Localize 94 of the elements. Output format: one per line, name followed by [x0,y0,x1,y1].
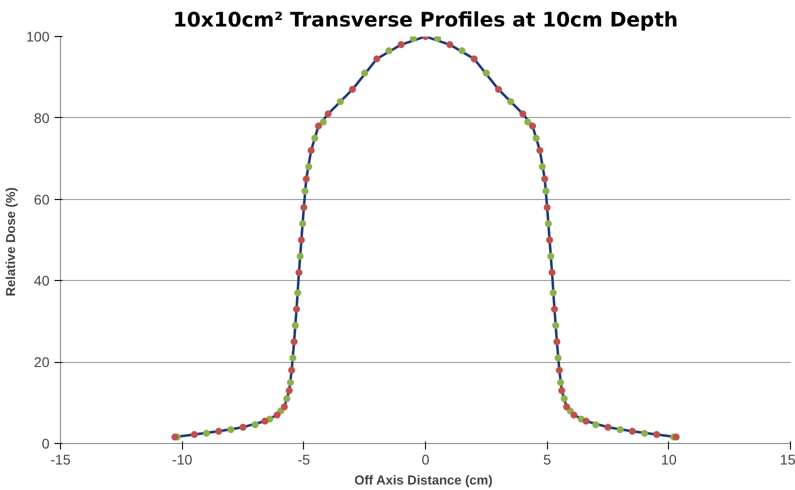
x-tick-label: 0 [422,452,430,468]
point [305,163,312,170]
point [556,366,563,374]
y-tick-label: 20 [34,354,50,370]
point [542,188,550,195]
point [190,431,198,438]
point [274,412,281,419]
point [398,41,405,48]
point [203,430,210,437]
point [560,395,568,402]
point [548,269,556,276]
point [288,366,296,374]
point [544,220,552,228]
point [314,122,322,130]
point [293,306,300,313]
y-tick-label: 0 [42,436,50,452]
point [320,118,327,126]
point [570,412,578,419]
point [300,204,308,211]
point [532,134,540,142]
point [541,175,548,182]
y-tick-label: 60 [34,191,50,208]
point [519,110,526,118]
point [495,86,502,93]
point [628,428,636,435]
point [240,424,246,431]
point [349,86,356,93]
point [544,204,551,211]
point [616,426,624,434]
point [215,428,222,435]
point [529,122,536,130]
point [336,98,344,106]
point [547,252,554,260]
point [482,70,490,77]
x-tick-label: -10 [172,452,192,468]
point [298,236,305,244]
point [553,338,560,346]
point [295,269,302,276]
point [289,354,296,362]
point [283,395,290,402]
x-tick-label: 5 [543,452,552,468]
point [361,70,368,77]
point [582,418,590,425]
point [546,236,554,244]
point [592,421,600,428]
point [446,41,454,48]
point [558,387,566,394]
x-axis-title: Off Axis Distance (cm) [354,472,493,488]
point [292,322,299,329]
point [563,403,570,410]
point [227,426,234,434]
point [296,252,304,260]
point [550,306,558,313]
x-tick-label: 15 [780,452,795,468]
point [507,98,514,106]
point [552,322,560,329]
point [538,163,546,170]
point [386,47,392,54]
point [261,418,268,425]
point [171,433,178,440]
point [536,146,544,154]
point [554,354,562,362]
point [294,289,302,296]
point [324,110,332,118]
x-tick-label: -5 [298,452,310,468]
point [604,424,612,431]
point [302,188,309,195]
point [458,47,466,54]
point [470,55,478,62]
point [286,387,293,394]
x-tick-label: 10 [661,452,677,468]
y-axis-title: Relative Dose (%) [3,187,18,296]
x-tick-label: -15 [50,452,71,468]
point [653,431,660,438]
point [524,118,532,126]
point [641,430,648,437]
point [410,36,417,42]
point [252,421,259,428]
point [672,433,680,440]
point [311,134,318,142]
chart-title: 10x10cm² Transverse Profiles at 10cm Depth [173,8,678,32]
y-tick-label: 80 [34,110,50,126]
point [299,220,306,228]
point [286,378,294,386]
point [434,36,442,42]
point [550,289,557,296]
point [308,146,315,154]
point [557,378,564,386]
point [302,175,310,182]
point [280,403,288,410]
point [373,55,380,62]
y-tick-label: 40 [34,272,50,289]
point [290,338,298,346]
y-tick-label: 100 [26,28,50,44]
